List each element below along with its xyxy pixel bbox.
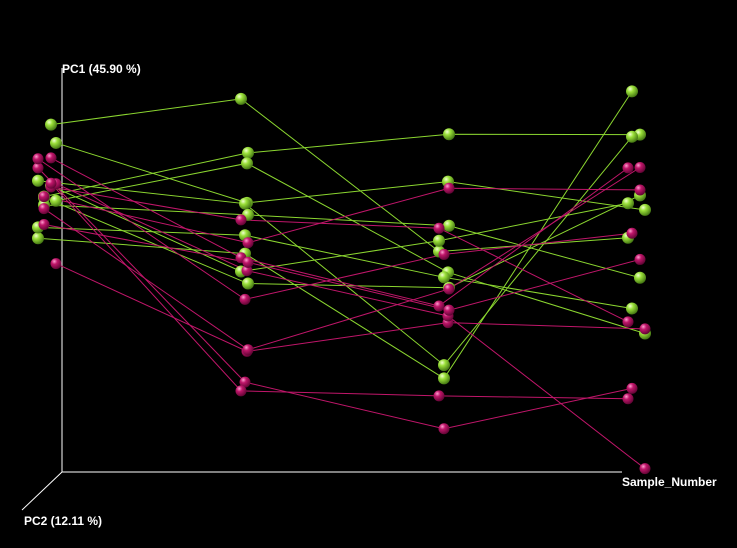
magenta-data-point	[639, 463, 651, 475]
green-trace-line	[37, 136, 633, 366]
green-data-point	[626, 130, 638, 143]
green-trace-line	[43, 194, 641, 289]
magenta-data-point	[634, 253, 646, 265]
magenta-data-point	[622, 162, 634, 174]
magenta-data-point	[443, 182, 455, 194]
green-data-point	[438, 372, 450, 385]
y-axis-label: PC1 (45.90 %)	[62, 62, 141, 76]
magenta-data-point	[241, 265, 253, 277]
green-data-point	[32, 174, 44, 187]
magenta-data-point	[634, 184, 646, 196]
magenta-data-point	[239, 376, 251, 388]
green-data-point	[443, 128, 455, 141]
magenta-data-point	[235, 214, 247, 226]
green-data-point	[438, 271, 450, 284]
magenta-trace-line	[50, 157, 629, 307]
green-trace-line	[37, 226, 633, 310]
magenta-trace-line	[55, 183, 646, 470]
magenta-trace-line	[43, 187, 641, 244]
magenta-data-point	[45, 152, 57, 164]
magenta-data-point	[438, 248, 450, 260]
magenta-data-point	[639, 323, 651, 335]
green-data-point	[626, 302, 638, 315]
x-axis-label: Sample_Number	[622, 475, 717, 489]
magenta-data-point	[32, 153, 44, 165]
green-trace-line	[50, 98, 629, 253]
green-data-point	[239, 197, 251, 210]
z-axis-label: PC2 (12.11 %)	[24, 514, 102, 528]
data-points	[32, 85, 651, 475]
magenta-data-point	[38, 203, 50, 215]
green-trace-line	[43, 133, 641, 198]
green-data-point	[235, 92, 247, 105]
magenta-data-point	[242, 237, 254, 249]
green-data-point	[622, 197, 634, 210]
magenta-trace-line	[37, 167, 633, 430]
green-data-point	[438, 359, 450, 372]
magenta-data-point	[622, 393, 634, 405]
green-data-point	[433, 234, 445, 247]
green-trace-line	[55, 142, 646, 211]
green-data-point	[32, 232, 44, 245]
green-data-point	[626, 85, 638, 98]
magenta-trace-line	[55, 263, 646, 352]
magenta-data-point	[634, 161, 646, 173]
trace-lines	[37, 91, 646, 470]
magenta-trace-line	[43, 167, 641, 351]
magenta-data-point	[239, 293, 251, 305]
z-axis-line	[21, 471, 63, 511]
green-data-point	[639, 203, 651, 216]
magenta-data-point	[433, 222, 445, 234]
magenta-data-point	[626, 382, 638, 394]
magenta-trace-line	[43, 223, 641, 311]
green-data-point	[443, 219, 455, 232]
magenta-data-point	[32, 162, 44, 174]
magenta-trace-line	[50, 182, 629, 400]
magenta-data-point	[235, 385, 247, 397]
green-data-point	[50, 136, 62, 149]
magenta-data-point	[443, 304, 455, 316]
magenta-data-point	[242, 256, 254, 268]
green-trace-line	[43, 204, 641, 279]
magenta-data-point	[433, 300, 445, 312]
magenta-data-point	[38, 218, 50, 230]
magenta-data-point	[433, 390, 445, 402]
magenta-data-point	[626, 227, 638, 239]
magenta-trace-line	[37, 158, 633, 300]
green-trace-line	[50, 185, 629, 273]
magenta-data-point	[38, 191, 50, 203]
green-data-point	[634, 271, 646, 284]
green-trace-line	[55, 162, 646, 334]
magenta-data-point	[50, 258, 62, 270]
green-data-point	[242, 277, 254, 290]
green-data-point	[50, 194, 62, 207]
magenta-data-point	[242, 344, 254, 356]
magenta-data-point	[443, 283, 455, 295]
green-data-point	[242, 146, 254, 159]
magenta-data-point	[438, 423, 450, 435]
magenta-data-point	[45, 177, 57, 189]
green-trace-line	[37, 91, 633, 380]
green-data-point	[241, 157, 253, 170]
magenta-data-point	[622, 316, 634, 328]
magenta-trace-line	[50, 186, 629, 323]
green-data-point	[45, 118, 57, 131]
axes: PC1 (45.90 %) Sample_Number PC2 (12.11 %…	[21, 62, 717, 528]
